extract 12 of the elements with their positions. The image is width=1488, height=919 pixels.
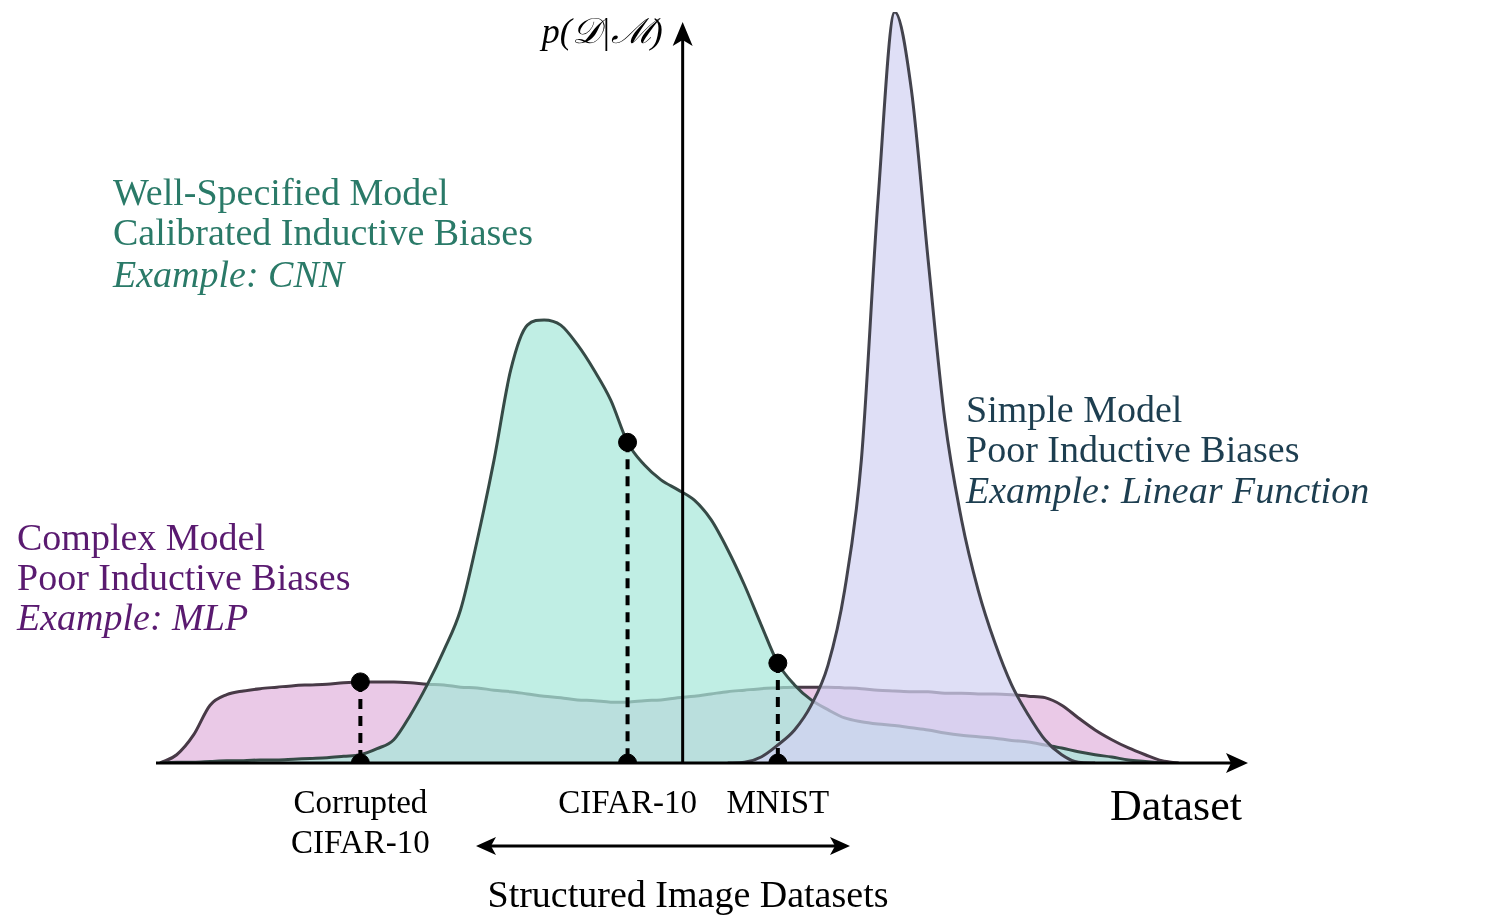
- x-axis-title: Dataset: [1110, 780, 1242, 830]
- annotation: Example: Linear Function: [965, 468, 1370, 511]
- x-tick-label: Corrupted CIFAR-10: [291, 784, 430, 861]
- x-tick-label: CIFAR-10: [558, 784, 697, 821]
- y-axis-title: p(𝒟|ℳ): [538, 11, 663, 52]
- annotation: Example: CNN: [112, 252, 347, 295]
- annotation: Well-Specified Model: [113, 170, 449, 213]
- annotation: Example: MLP: [16, 595, 249, 638]
- text: Structured Image Datasets: [487, 872, 889, 915]
- annotation: Simple Model: [966, 387, 1183, 430]
- annotation: Complex Model: [17, 515, 266, 558]
- x-tick-label: MNIST: [726, 784, 830, 821]
